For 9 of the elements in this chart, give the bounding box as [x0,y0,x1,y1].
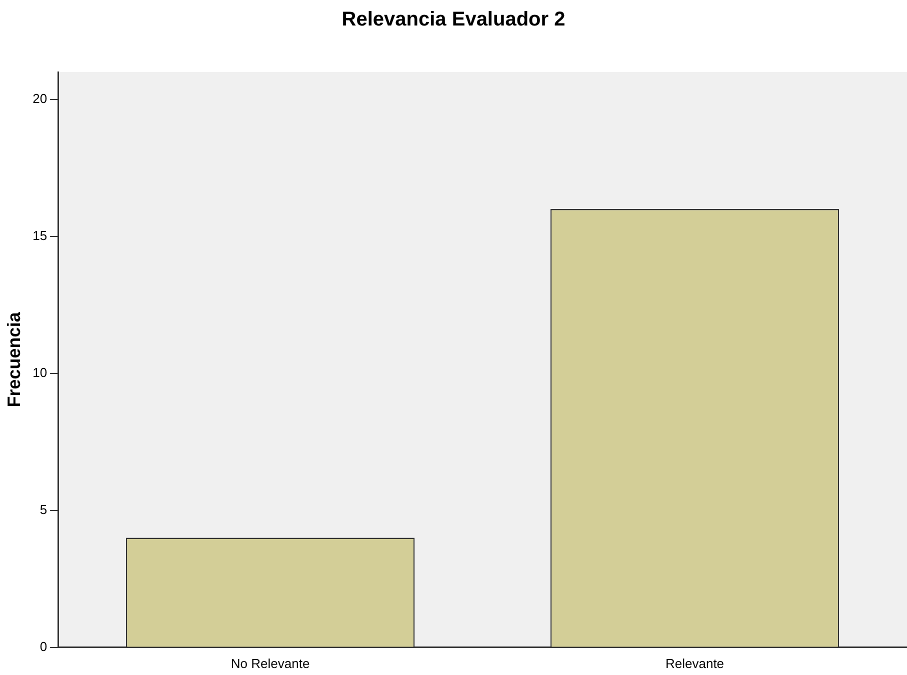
y-tick-label: 10 [32,364,48,380]
y-tick-label: 5 [40,502,48,517]
chart-title: Relevancia Evaluador 2 [342,8,566,31]
y-tick-label: 15 [32,228,48,243]
y-tick-label: 20 [32,90,48,106]
y-tick-label: 0 [40,638,48,654]
x-tick-label: No Relevante [230,656,310,671]
y-axis-title: Frecuencia [4,311,24,408]
x-tick-label: Relevante [665,656,724,671]
